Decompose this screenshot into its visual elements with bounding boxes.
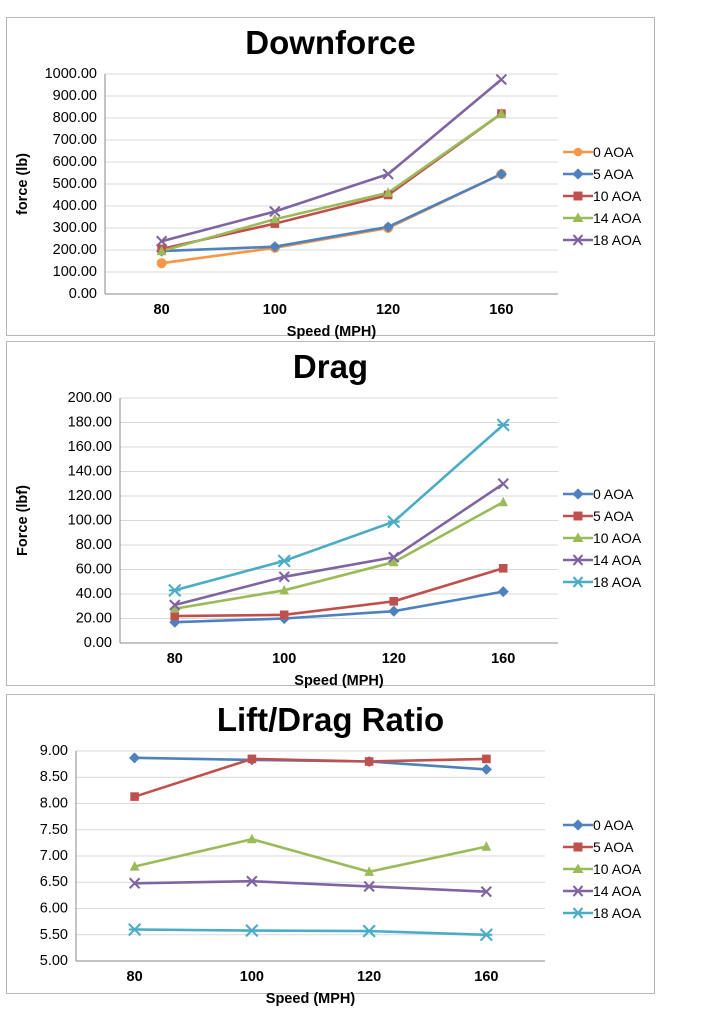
svg-text:120.00: 120.00 — [68, 488, 112, 504]
svg-text:Speed (MPH): Speed (MPH) — [287, 324, 377, 340]
svg-text:20.00: 20.00 — [76, 611, 112, 627]
svg-text:0.00: 0.00 — [69, 286, 97, 302]
svg-text:200.00: 200.00 — [68, 390, 112, 406]
svg-text:80: 80 — [127, 969, 143, 985]
svg-text:8.50: 8.50 — [40, 769, 68, 785]
svg-text:60.00: 60.00 — [76, 562, 112, 578]
svg-text:100: 100 — [240, 969, 264, 985]
svg-text:7.50: 7.50 — [40, 822, 68, 838]
svg-text:160.00: 160.00 — [68, 439, 112, 455]
svg-text:160: 160 — [474, 969, 498, 985]
svg-text:0.00: 0.00 — [84, 635, 112, 651]
svg-text:80: 80 — [167, 651, 183, 667]
svg-text:600.00: 600.00 — [53, 154, 97, 170]
svg-text:Force (lbf): Force (lbf) — [15, 485, 31, 556]
svg-text:120: 120 — [382, 651, 406, 667]
svg-text:Speed (MPH): Speed (MPH) — [266, 991, 356, 1007]
svg-text:9.00: 9.00 — [40, 743, 68, 759]
svg-text:180.00: 180.00 — [68, 415, 112, 431]
svg-text:6.50: 6.50 — [40, 874, 68, 890]
svg-text:100.00: 100.00 — [68, 513, 112, 529]
svg-text:800.00: 800.00 — [53, 110, 97, 126]
svg-text:Speed (MPH): Speed (MPH) — [294, 673, 384, 688]
svg-text:500.00: 500.00 — [53, 176, 97, 192]
svg-text:1000.00: 1000.00 — [45, 66, 97, 82]
svg-text:140.00: 140.00 — [68, 464, 112, 480]
svg-text:400.00: 400.00 — [53, 198, 97, 214]
svg-text:5.00: 5.00 — [40, 953, 68, 969]
svg-text:6.00: 6.00 — [40, 901, 68, 917]
svg-text:100.00: 100.00 — [53, 264, 97, 280]
svg-text:900.00: 900.00 — [53, 88, 97, 104]
svg-text:40.00: 40.00 — [76, 586, 112, 602]
svg-text:7.00: 7.00 — [40, 848, 68, 864]
svg-text:8.00: 8.00 — [40, 796, 68, 812]
svg-text:5.50: 5.50 — [40, 927, 68, 943]
svg-text:100: 100 — [272, 651, 296, 667]
svg-text:80: 80 — [154, 302, 170, 318]
svg-text:100: 100 — [263, 302, 287, 318]
svg-text:120: 120 — [357, 969, 381, 985]
svg-text:200.00: 200.00 — [53, 242, 97, 258]
svg-text:120: 120 — [376, 302, 400, 318]
svg-text:160: 160 — [491, 651, 515, 667]
svg-text:force (lb): force (lb) — [15, 153, 31, 215]
svg-text:300.00: 300.00 — [53, 220, 97, 236]
svg-text:80.00: 80.00 — [76, 537, 112, 553]
svg-text:160: 160 — [489, 302, 513, 318]
svg-text:700.00: 700.00 — [53, 132, 97, 148]
